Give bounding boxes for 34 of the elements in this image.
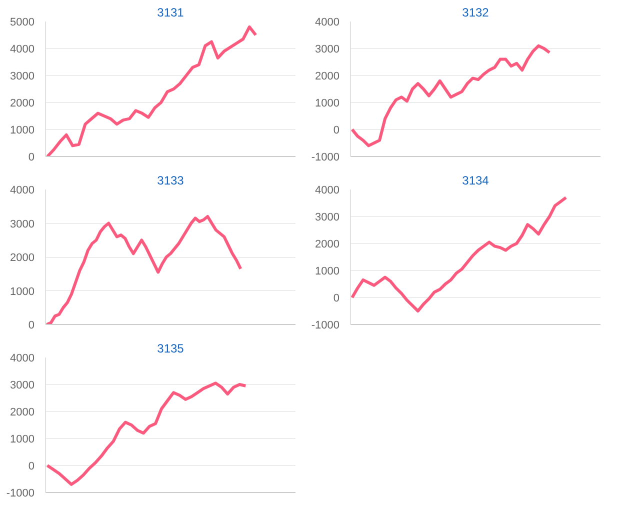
y-tick-label: 1000 — [10, 286, 35, 298]
y-tick-label: 2000 — [10, 252, 35, 264]
y-tick-label: 0 — [333, 292, 340, 304]
y-tick-label: 2000 — [10, 406, 35, 418]
chart-title: 3134 — [462, 174, 490, 188]
y-tick-label: 1000 — [10, 434, 35, 446]
chart-title: 3133 — [157, 174, 184, 188]
y-tick-label: 4000 — [315, 16, 340, 28]
y-tick-label: 2000 — [10, 98, 35, 110]
y-tick-label: 0 — [28, 460, 35, 472]
y-tick-label: 4000 — [315, 184, 340, 196]
y-tick-label: 1000 — [315, 266, 340, 278]
y-tick-label: 3000 — [10, 70, 35, 82]
y-tick-label: 2000 — [315, 70, 340, 82]
y-tick-label: 1000 — [315, 98, 340, 110]
y-tick-label: -1000 — [6, 488, 35, 500]
y-tick-label: -1000 — [311, 152, 340, 164]
y-tick-label: 3000 — [315, 212, 340, 224]
y-tick-label: 0 — [28, 320, 35, 332]
y-tick-label: 5000 — [10, 16, 35, 28]
chart-title: 3132 — [462, 6, 490, 20]
chart-title: 3135 — [157, 342, 184, 356]
y-tick-label: 4000 — [10, 184, 35, 196]
chart-title: 3131 — [157, 6, 184, 20]
y-tick-label: 4000 — [10, 352, 35, 364]
y-tick-label: 0 — [28, 152, 35, 164]
y-tick-label: 4000 — [10, 44, 35, 56]
y-tick-label: 0 — [333, 124, 340, 136]
y-tick-label: 3000 — [315, 44, 340, 56]
y-tick-label: 3000 — [10, 380, 35, 392]
y-tick-label: 1000 — [10, 124, 35, 136]
y-tick-label: 3000 — [10, 218, 35, 230]
y-tick-label: 2000 — [315, 238, 340, 250]
y-tick-label: -1000 — [311, 320, 340, 332]
